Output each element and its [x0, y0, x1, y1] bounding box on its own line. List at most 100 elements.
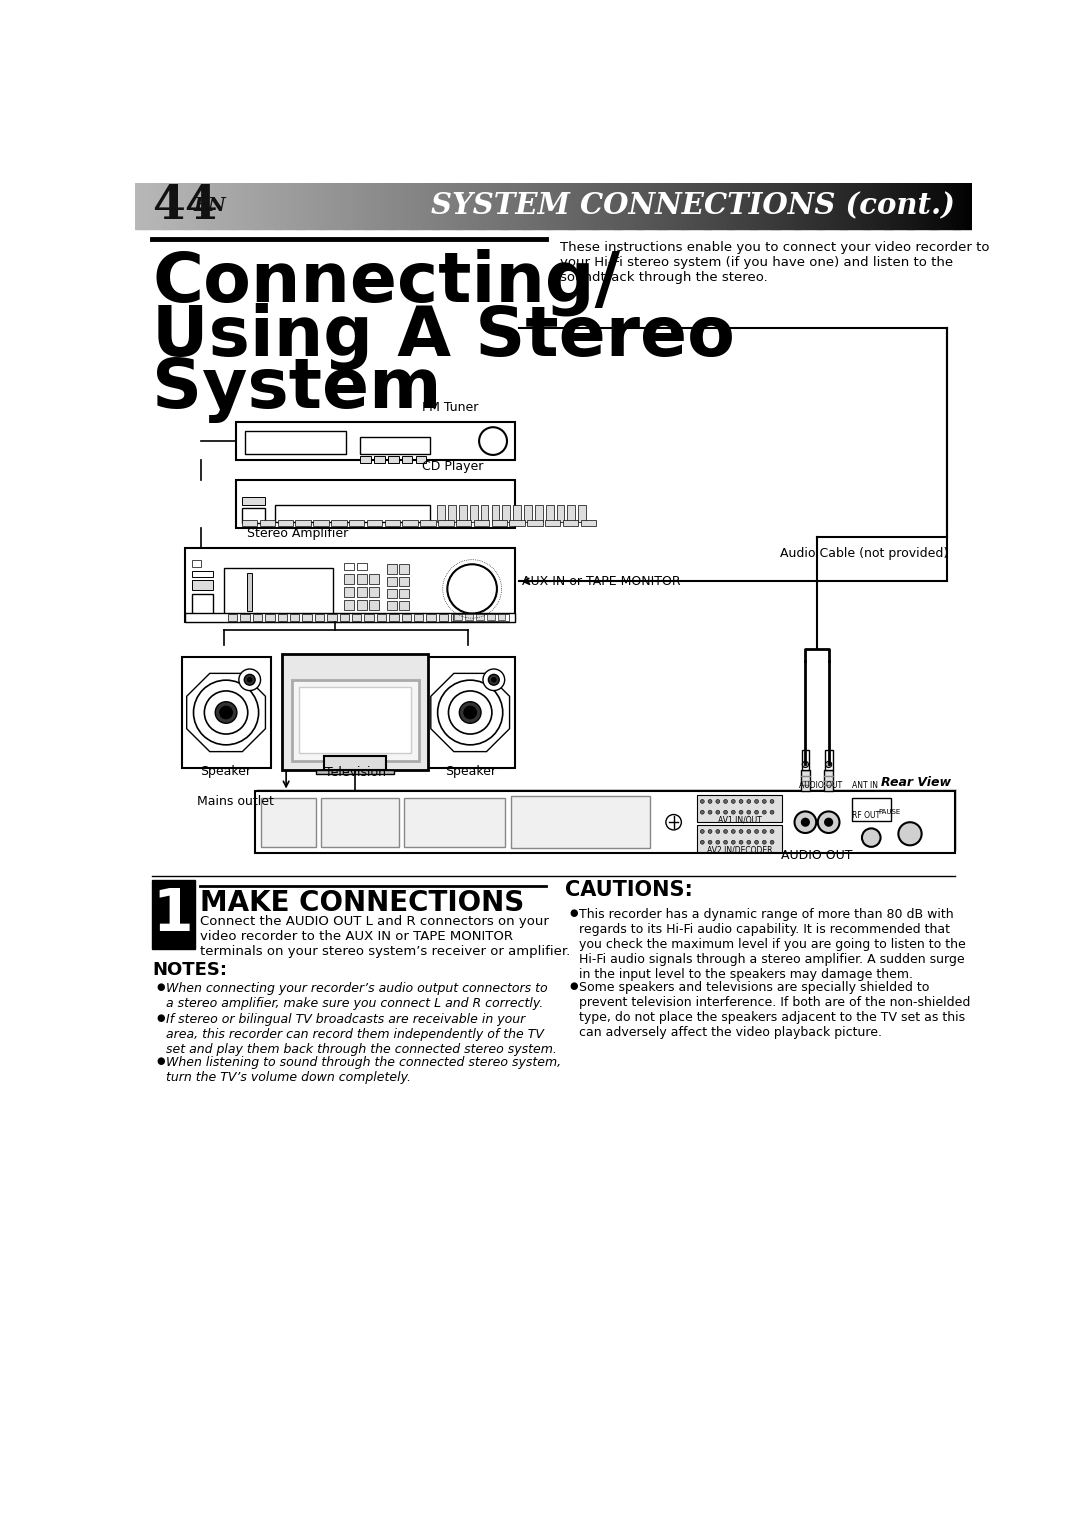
- Bar: [679, 183, 681, 229]
- Bar: [773, 183, 775, 229]
- Bar: [545, 520, 561, 526]
- Circle shape: [700, 841, 704, 844]
- Bar: [486, 183, 489, 229]
- Bar: [949, 183, 951, 229]
- Bar: [384, 520, 400, 526]
- Text: 44: 44: [152, 183, 218, 229]
- Bar: [510, 520, 525, 526]
- Polygon shape: [431, 673, 510, 752]
- Text: If stereo or bilingual TV broadcasts are receivable in your
area, this recorder : If stereo or bilingual TV broadcasts are…: [166, 1013, 557, 1056]
- Bar: [510, 183, 512, 229]
- Bar: [807, 183, 809, 229]
- Text: When listening to sound through the connected stereo system,
turn the TV’s volum: When listening to sound through the conn…: [166, 1056, 562, 1085]
- Bar: [175, 183, 177, 229]
- Bar: [369, 183, 372, 229]
- Circle shape: [739, 800, 743, 803]
- Text: When connecting your recorder’s audio output connectors to
a stereo amplifier, m: When connecting your recorder’s audio ou…: [166, 983, 548, 1010]
- Bar: [315, 183, 318, 229]
- Bar: [208, 183, 211, 229]
- Bar: [400, 577, 409, 586]
- Bar: [498, 615, 505, 621]
- Bar: [855, 183, 858, 229]
- Bar: [827, 183, 831, 229]
- Bar: [260, 520, 275, 526]
- Bar: [291, 613, 299, 621]
- Bar: [495, 183, 498, 229]
- Bar: [299, 688, 410, 752]
- Bar: [725, 183, 728, 229]
- Bar: [673, 183, 675, 229]
- Bar: [320, 183, 322, 229]
- Bar: [238, 183, 240, 229]
- Circle shape: [818, 812, 839, 833]
- Bar: [144, 183, 146, 229]
- Bar: [577, 183, 579, 229]
- Bar: [389, 613, 399, 621]
- Bar: [402, 613, 410, 621]
- Bar: [570, 183, 572, 229]
- Bar: [261, 798, 315, 847]
- Bar: [820, 183, 822, 229]
- Bar: [859, 183, 862, 229]
- Bar: [198, 183, 200, 229]
- Bar: [359, 183, 362, 229]
- Bar: [181, 656, 271, 768]
- Bar: [377, 613, 387, 621]
- Bar: [437, 505, 445, 522]
- Bar: [403, 183, 405, 229]
- Circle shape: [731, 830, 735, 833]
- Bar: [608, 183, 610, 229]
- Bar: [191, 571, 213, 577]
- Bar: [970, 183, 972, 229]
- Bar: [156, 183, 159, 229]
- Bar: [186, 613, 515, 623]
- Circle shape: [731, 841, 735, 844]
- Bar: [901, 183, 903, 229]
- Bar: [179, 183, 181, 229]
- Bar: [332, 183, 334, 229]
- Bar: [372, 183, 374, 229]
- Bar: [416, 183, 418, 229]
- Bar: [491, 520, 507, 526]
- Text: System: System: [152, 357, 442, 423]
- Bar: [260, 183, 264, 229]
- Bar: [235, 481, 515, 528]
- Bar: [723, 183, 726, 229]
- Bar: [282, 655, 428, 769]
- Bar: [899, 183, 901, 229]
- Bar: [316, 769, 394, 774]
- Bar: [535, 183, 537, 229]
- Bar: [151, 183, 154, 229]
- Bar: [177, 183, 179, 229]
- Bar: [430, 183, 432, 229]
- Bar: [909, 183, 912, 229]
- Bar: [266, 613, 274, 621]
- Bar: [733, 183, 735, 229]
- Circle shape: [825, 818, 833, 826]
- Bar: [220, 183, 224, 229]
- Circle shape: [464, 707, 476, 719]
- Bar: [465, 615, 473, 621]
- Bar: [731, 183, 733, 229]
- Bar: [327, 613, 337, 621]
- Bar: [403, 520, 418, 526]
- Bar: [380, 183, 382, 229]
- Bar: [218, 183, 221, 229]
- Bar: [617, 183, 619, 229]
- Bar: [402, 456, 413, 464]
- Bar: [832, 183, 834, 229]
- Bar: [717, 183, 719, 229]
- Bar: [325, 183, 328, 229]
- Text: ●: ●: [157, 1013, 165, 1022]
- Bar: [693, 183, 697, 229]
- Bar: [153, 183, 157, 229]
- Bar: [702, 183, 704, 229]
- Bar: [300, 183, 302, 229]
- Bar: [842, 183, 845, 229]
- Bar: [626, 183, 630, 229]
- Bar: [646, 183, 648, 229]
- Text: AV2 IN/DECODER: AV2 IN/DECODER: [706, 845, 772, 855]
- Bar: [811, 183, 813, 229]
- Text: CD Player: CD Player: [422, 459, 483, 473]
- Bar: [939, 183, 941, 229]
